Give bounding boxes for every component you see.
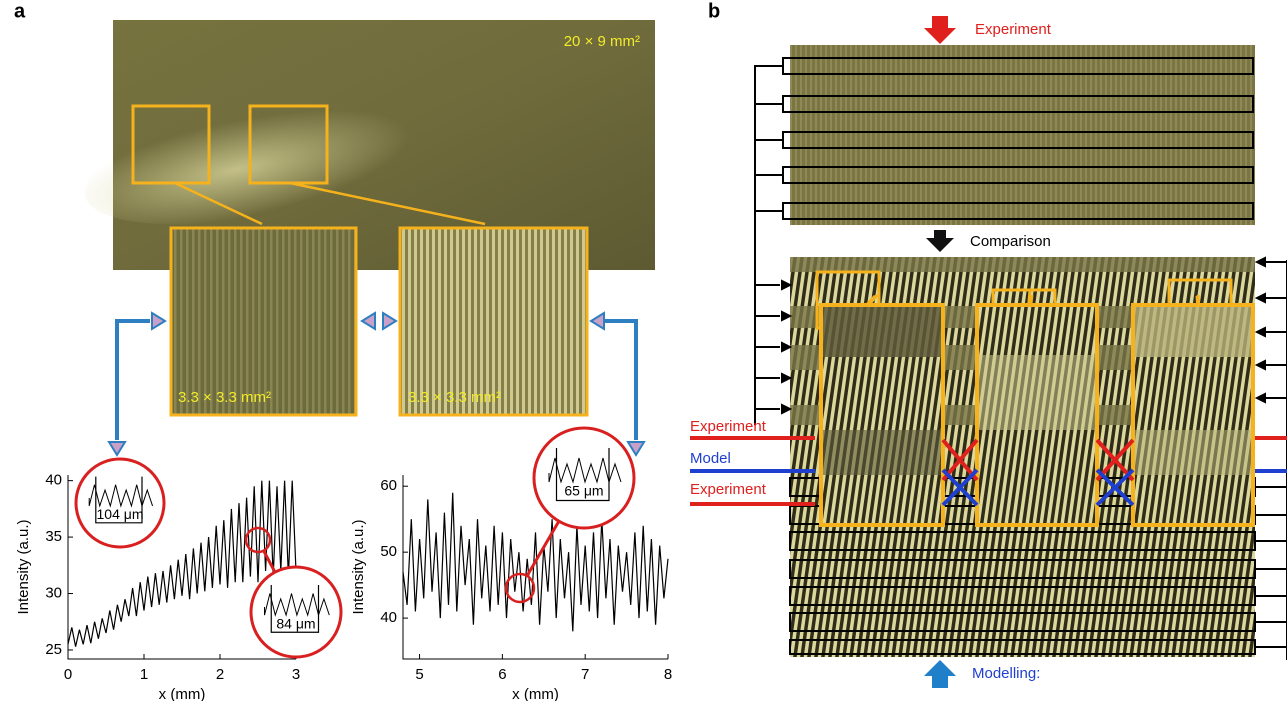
connector-heads: [107, 311, 646, 457]
x-tick-label: 0: [64, 666, 72, 683]
photo-glow: [84, 75, 516, 225]
zoom-link: [262, 549, 277, 573]
zoom-link: [525, 520, 561, 577]
zoom-spot: [244, 526, 272, 554]
scale-label: 104 μm: [97, 506, 144, 522]
arrow-comparison: [926, 230, 954, 252]
roi-box: [131, 104, 211, 185]
y-tick-label: 35: [45, 528, 62, 545]
x-axis-label: x (mm): [512, 686, 559, 701]
scale-label: 84 μm: [276, 615, 315, 631]
scale-label: 20 × 9 mm²: [564, 33, 640, 50]
arrow-label: Experiment: [975, 21, 1052, 38]
scale-bar: [95, 476, 143, 524]
roi-arrow: [174, 181, 263, 226]
comparison-arrows: [755, 256, 1287, 415]
side-label: Experiment: [690, 481, 767, 498]
panel-label: b: [708, 0, 720, 22]
comparison-insets: [819, 303, 1255, 527]
x-tick-label: 3: [292, 666, 300, 683]
zoom-label: 3.3 × 3.3 mm²: [408, 389, 501, 406]
x-tick-label: 5: [415, 666, 423, 683]
x-tick-label: 1: [140, 666, 148, 683]
side-label: Model: [690, 450, 731, 467]
x-tick-label: 2: [216, 666, 224, 683]
y-tick-label: 60: [380, 477, 397, 494]
scale-bar: [555, 448, 610, 502]
connector: [115, 319, 638, 440]
y-axis-label: Intensity (a.u.): [350, 519, 367, 614]
y-tick-label: 50: [380, 543, 397, 560]
zoom-image: [398, 226, 589, 417]
y-tick-label: 25: [45, 641, 62, 658]
experiment-shade: [790, 45, 1255, 225]
roi-box: [248, 104, 329, 185]
axes: [402, 475, 668, 660]
y-tick-label: 30: [45, 584, 62, 601]
x-axis-label: x (mm): [159, 686, 206, 701]
arrow-experiment: [924, 16, 956, 44]
x-tick-label: 7: [581, 666, 589, 683]
y-tick-label: 40: [380, 609, 397, 626]
x-tick-label: 6: [498, 666, 506, 683]
zoom-spot: [504, 572, 536, 604]
signal-line: [402, 492, 669, 632]
panel-label: a: [14, 0, 26, 22]
scale-bar: [270, 585, 320, 633]
roi-arrow: [289, 181, 486, 226]
zoom-image: [169, 226, 358, 417]
cross-lines: [690, 436, 1287, 507]
side-label: Experiment: [690, 418, 767, 435]
scale-label: 65 μm: [564, 483, 603, 499]
x-tick-label: 8: [664, 666, 672, 683]
y-axis-label: Intensity (a.u.): [15, 519, 32, 614]
signal-line: [67, 480, 297, 647]
y-tick-label: 40: [45, 472, 62, 489]
zoom-label: 3.3 × 3.3 mm²: [178, 389, 271, 406]
arrow-modelling: [924, 660, 956, 688]
arrow-label: Comparison: [970, 233, 1051, 250]
arrow-label: Modelling:: [972, 665, 1040, 682]
